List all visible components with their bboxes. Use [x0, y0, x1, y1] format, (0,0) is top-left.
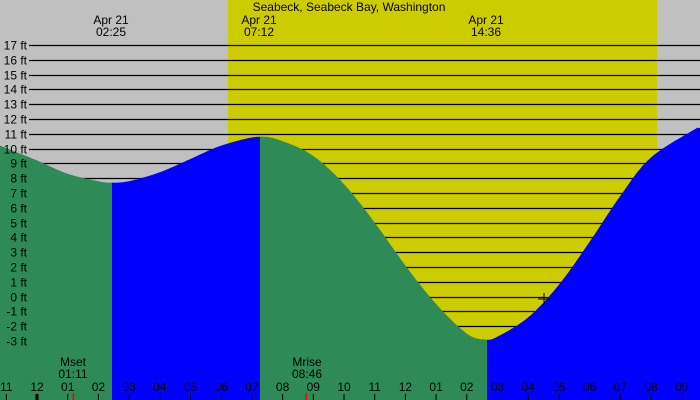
x-tick-label: 01	[429, 380, 443, 394]
y-tick-label: 2 ft	[10, 261, 27, 275]
y-tick-label: 14 ft	[4, 83, 28, 97]
crosshair-icon	[538, 293, 550, 305]
y-tick-label: 8 ft	[10, 172, 27, 186]
event-time: 14:36	[471, 25, 501, 39]
event-date: Apr 21	[468, 13, 504, 27]
y-tick-label: 16 ft	[4, 54, 28, 68]
x-tick-label: 06	[215, 380, 229, 394]
y-tick-label: 3 ft	[10, 246, 27, 260]
x-tick-label: 03	[122, 380, 136, 394]
x-tick-label: 12	[399, 380, 413, 394]
y-tick-label: 5 ft	[10, 217, 27, 231]
event-label-low-2: Apr 21 14:36	[468, 13, 504, 39]
x-tick-label: 10	[337, 380, 351, 394]
moonrise-label: Mrise 08:46	[292, 355, 322, 381]
y-tick-label: 12 ft	[4, 113, 28, 127]
x-tick-label: 02	[92, 380, 106, 394]
chart-title: Seabeck, Seabeck Bay, Washington	[253, 0, 446, 14]
x-tick-label: 09	[307, 380, 321, 394]
x-tick-label: 04	[522, 380, 536, 394]
x-tick-label: 11	[0, 380, 13, 394]
y-tick-label: 1 ft	[10, 276, 27, 290]
moonrise-time: 08:46	[292, 367, 322, 381]
x-tick-label: 05	[552, 380, 566, 394]
x-tick-label: 05	[184, 380, 198, 394]
y-tick-label: -3 ft	[6, 335, 27, 349]
moonset-time: 01:11	[58, 367, 87, 381]
x-tick-label: 07	[614, 380, 628, 394]
y-tick-label: 0 ft	[10, 291, 27, 305]
falling-tide-area	[259, 136, 488, 400]
x-tick-label: 08	[276, 380, 290, 394]
y-tick-label: 7 ft	[10, 187, 27, 201]
rising-tide-area	[486, 127, 700, 400]
x-tick-label: 03	[491, 380, 505, 394]
falling-tide-area	[0, 145, 113, 400]
tide-area	[0, 127, 700, 400]
x-tick-label: 06	[583, 380, 597, 394]
x-tick-label: 08	[644, 380, 658, 394]
event-time: 02:25	[96, 25, 126, 39]
x-tick-label: 07	[245, 380, 259, 394]
event-label-low-1: Apr 21 02:25	[93, 13, 129, 39]
y-tick-label: 9 ft	[10, 157, 27, 171]
y-tick-label: 6 ft	[10, 202, 27, 216]
moonrise-title: Mrise	[292, 355, 322, 369]
x-tick-label: 02	[460, 380, 474, 394]
moonset-label: Mset 01:11	[58, 355, 87, 381]
y-tick-label: 13 ft	[4, 98, 28, 112]
x-tick-label: 01	[61, 380, 75, 394]
y-tick-label: 11 ft	[5, 128, 28, 142]
x-tick-label: 12	[30, 380, 44, 394]
event-date: Apr 21	[93, 13, 129, 27]
y-tick-label: -1 ft	[6, 305, 27, 319]
x-tick-label: 04	[153, 380, 167, 394]
y-tick-label: 15 ft	[4, 69, 28, 83]
event-date: Apr 21	[241, 13, 277, 27]
event-label-high: Apr 21 07:12	[241, 13, 277, 39]
x-axis: 11 12 01 02 03 04 05 06 07 08 09 10 11 12 01 02 03 04 05 06…	[0, 380, 689, 400]
y-tick-label: -2 ft	[6, 320, 27, 334]
y-tick-label: 17 ft	[4, 39, 28, 53]
y-tick-label: 10 ft	[4, 143, 28, 157]
rising-tide-area	[112, 136, 260, 400]
x-tick-label: 11	[368, 380, 381, 394]
y-tick-label: 4 ft	[10, 231, 27, 245]
x-tick-label: 09	[675, 380, 689, 394]
moonset-title: Mset	[60, 355, 87, 369]
event-time: 07:12	[244, 25, 274, 39]
